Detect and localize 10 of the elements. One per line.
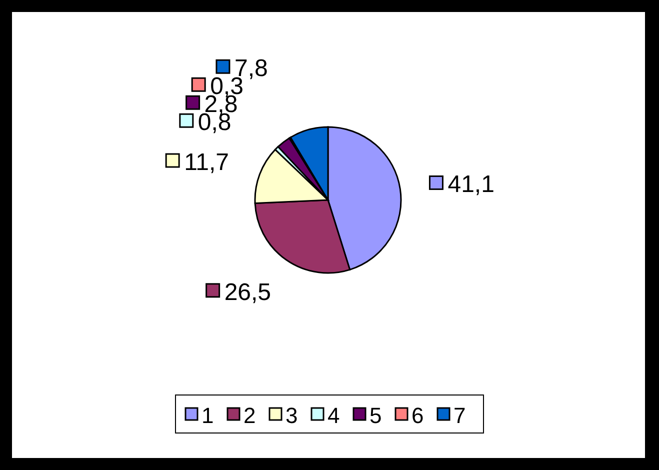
legend-label: 5: [370, 403, 382, 428]
data-label: 41,1: [448, 171, 494, 198]
legend-label: 6: [412, 403, 424, 428]
data-label: 26,5: [224, 278, 272, 306]
legend-label: 3: [286, 403, 298, 428]
data-label: 11,7: [184, 148, 230, 176]
legend-label: 1: [202, 403, 214, 428]
legend-label: 4: [328, 403, 340, 428]
legend-label: 7: [454, 403, 466, 428]
legend-label: 2: [244, 403, 256, 428]
